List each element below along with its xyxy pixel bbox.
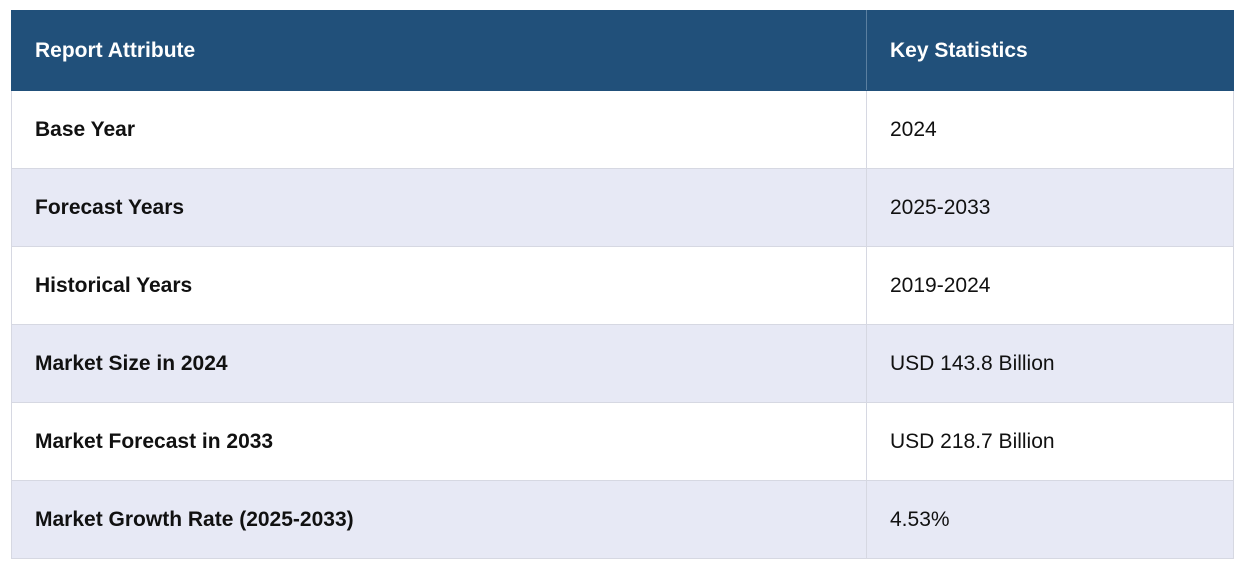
table-body: Base Year 2024 Forecast Years 2025-2033 … (11, 90, 1234, 559)
attribute-cell: Forecast Years (11, 168, 867, 247)
header-report-attribute: Report Attribute (11, 10, 867, 91)
report-table-container: Report Attribute Key Statistics Base Yea… (11, 10, 1234, 559)
attribute-cell: Market Growth Rate (2025-2033) (11, 480, 867, 559)
table-row: Market Growth Rate (2025-2033) 4.53% (11, 480, 1234, 559)
attribute-cell: Base Year (11, 90, 867, 169)
header-key-statistics: Key Statistics (866, 10, 1234, 91)
header-row: Report Attribute Key Statistics (11, 10, 1234, 91)
statistic-cell: 2025-2033 (866, 168, 1234, 247)
statistic-cell: 2024 (866, 90, 1234, 169)
table-row: Market Size in 2024 USD 143.8 Billion (11, 324, 1234, 403)
report-statistics-table: Report Attribute Key Statistics Base Yea… (11, 10, 1234, 559)
statistic-cell: USD 143.8 Billion (866, 324, 1234, 403)
table-header: Report Attribute Key Statistics (11, 10, 1234, 91)
attribute-cell: Historical Years (11, 246, 867, 325)
table-row: Base Year 2024 (11, 90, 1234, 169)
attribute-cell: Market Size in 2024 (11, 324, 867, 403)
statistic-cell: USD 218.7 Billion (866, 402, 1234, 481)
table-row: Market Forecast in 2033 USD 218.7 Billio… (11, 402, 1234, 481)
statistic-cell: 4.53% (866, 480, 1234, 559)
table-row: Historical Years 2019-2024 (11, 246, 1234, 325)
attribute-cell: Market Forecast in 2033 (11, 402, 867, 481)
statistic-cell: 2019-2024 (866, 246, 1234, 325)
table-row: Forecast Years 2025-2033 (11, 168, 1234, 247)
